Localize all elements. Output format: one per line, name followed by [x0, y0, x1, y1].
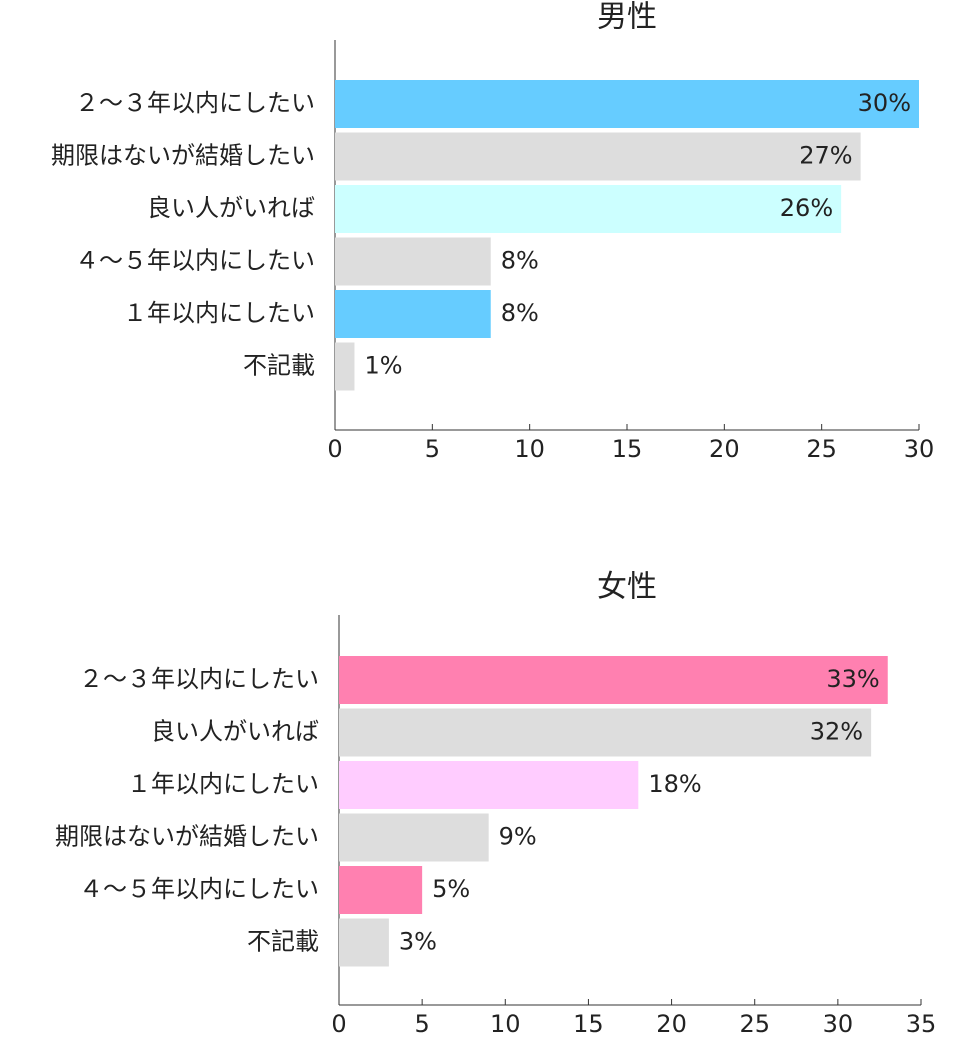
bar — [335, 185, 842, 233]
x-tick-label: 20 — [709, 435, 740, 463]
x-tick-label: 20 — [656, 1010, 687, 1038]
value-label: 5% — [432, 875, 470, 903]
value-label: 8% — [501, 247, 539, 275]
value-label: 18% — [648, 770, 701, 798]
category-label: 期限はないが結婚したい — [51, 142, 315, 170]
category-label: ２～３年以内にしたい — [79, 665, 319, 693]
value-label: 32% — [810, 718, 863, 746]
x-tick-label: 0 — [327, 435, 342, 463]
category-label: 不記載 — [247, 928, 319, 956]
value-label: 27% — [799, 142, 852, 170]
bar — [339, 708, 872, 757]
category-label: ４～５年以内にしたい — [79, 875, 319, 903]
bar — [335, 290, 491, 338]
category-label: 良い人がいれば — [151, 718, 319, 746]
x-tick-label: 15 — [612, 435, 643, 463]
x-tick-label: 0 — [331, 1010, 346, 1038]
x-tick-label: 10 — [490, 1010, 521, 1038]
bar — [339, 918, 389, 967]
category-label: 不記載 — [243, 352, 315, 380]
category-label: １年以内にしたい — [123, 299, 315, 327]
value-label: 8% — [501, 299, 539, 327]
bar — [339, 813, 489, 862]
bar — [339, 656, 888, 704]
bar — [339, 866, 423, 914]
x-tick-label: 5 — [425, 435, 440, 463]
category-label: 期限はないが結婚したい — [55, 823, 319, 851]
bar — [335, 80, 919, 128]
value-label: 30% — [858, 89, 911, 117]
category-label: １年以内にしたい — [127, 770, 319, 798]
x-tick-label: 10 — [514, 435, 545, 463]
bar — [335, 342, 355, 391]
value-label: 33% — [826, 665, 879, 693]
x-tick-label: 30 — [823, 1010, 854, 1038]
value-label: 3% — [399, 928, 437, 956]
x-tick-label: 15 — [573, 1010, 604, 1038]
bar — [339, 761, 639, 809]
category-label: 良い人がいれば — [147, 194, 315, 222]
value-label: 1% — [364, 352, 402, 380]
bar — [335, 132, 861, 181]
x-tick-label: 5 — [415, 1010, 430, 1038]
value-label: 9% — [499, 823, 537, 851]
chart-title: 男性 — [597, 0, 657, 35]
category-label: ４～５年以内にしたい — [75, 247, 315, 275]
x-tick-label: 30 — [904, 435, 935, 463]
chart-title: 女性 — [597, 570, 657, 605]
value-label: 26% — [780, 194, 833, 222]
bar — [335, 237, 491, 286]
x-tick-label: 25 — [739, 1010, 770, 1038]
category-label: ２～３年以内にしたい — [75, 89, 315, 117]
x-tick-label: 25 — [806, 435, 837, 463]
x-tick-label: 35 — [906, 1010, 937, 1038]
